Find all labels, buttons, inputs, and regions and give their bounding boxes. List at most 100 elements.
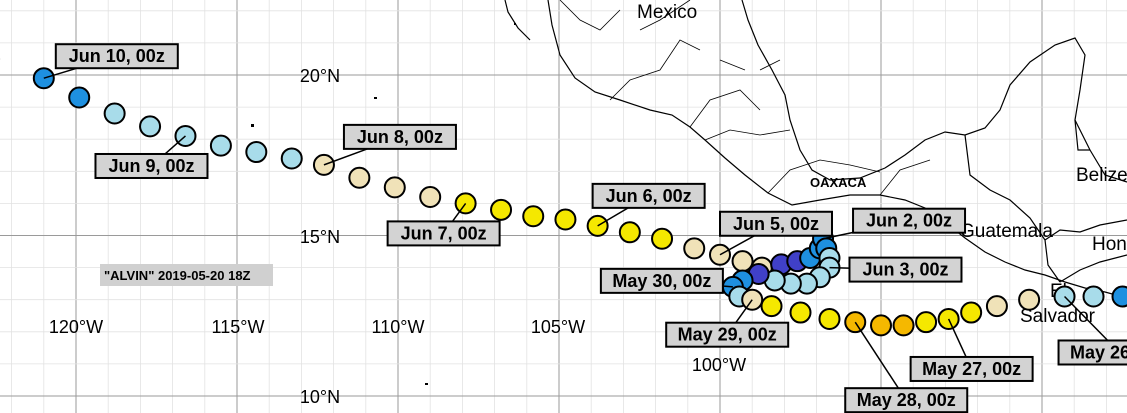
label-oaxaca: OAXACA	[810, 175, 867, 190]
label-el-salvador-line2: Salvador	[1020, 306, 1096, 327]
time-label-text: Jun 10, 00z	[69, 46, 165, 66]
track-point	[985, 295, 1008, 318]
time-label-text: Jun 7, 00z	[401, 223, 487, 243]
time-label-text: Jun 2, 00z	[866, 211, 952, 231]
track-point	[490, 198, 513, 221]
track-point	[280, 147, 303, 170]
time-label-box	[1057, 339, 1127, 366]
track-point	[1111, 285, 1127, 308]
time-label-box	[386, 220, 501, 247]
label-mexico: Mexico	[637, 2, 697, 23]
track-point	[683, 237, 706, 260]
time-label-text: Jun 3, 00z	[862, 260, 948, 280]
pacific-coastline	[547, 0, 1127, 299]
time-label: Jun 8, 00z	[342, 123, 457, 150]
time-label-box	[591, 182, 706, 209]
track-point	[522, 205, 545, 228]
storm-name-background	[100, 264, 273, 286]
storm-name-text: "ALVIN" 2019-05-20 18Z	[104, 268, 251, 283]
baja-coastline	[504, 0, 531, 41]
tiny-islands	[251, 23, 516, 385]
time-label: May 27, 00z	[909, 355, 1034, 382]
lat-tick-15n: 15°N	[300, 227, 340, 247]
time-label: May 26, 00z	[1057, 339, 1127, 366]
time-label: Jun 9, 00z	[94, 152, 209, 179]
place-labels: Mexico OAXACA Guatemala Belize Hon El Sa…	[637, 2, 1127, 327]
track-point	[209, 134, 232, 157]
track-point	[1018, 288, 1041, 311]
time-label-text: Jun 6, 00z	[606, 186, 692, 206]
time-label: Jun 5, 00z	[719, 210, 833, 237]
gulf-coastline	[741, 0, 1127, 183]
island-mark	[514, 23, 516, 25]
track-point	[103, 102, 126, 125]
time-label-box	[719, 210, 833, 237]
time-label-box	[844, 387, 969, 413]
time-label-box	[342, 123, 457, 150]
time-label-box	[94, 152, 209, 179]
coastline-and-borders	[504, 0, 1127, 299]
time-label-text: May 28, 00z	[857, 390, 956, 410]
lon-tick-115w: 115°W	[212, 317, 265, 337]
track-point	[709, 243, 731, 266]
lon-tick-105w: 105°W	[531, 317, 585, 337]
time-label-text: Jun 9, 00z	[108, 156, 194, 176]
time-label: May 29, 00z	[665, 321, 790, 348]
track-point	[915, 311, 938, 334]
track-point	[554, 208, 577, 231]
time-label: Jun 10, 00z	[54, 43, 179, 70]
island-mark	[251, 124, 254, 127]
time-label-text: Jun 8, 00z	[357, 127, 443, 147]
track-point	[1082, 285, 1105, 308]
time-label-text: Jun 5, 00z	[733, 214, 819, 234]
time-label: Jun 7, 00z	[386, 220, 501, 247]
track-point	[760, 295, 783, 318]
time-labels: Jun 10, 00z Jun 9, 00z Jun 8, 00z Jun 7, 00…	[54, 43, 1127, 413]
time-label-text: May 30, 00z	[612, 271, 711, 291]
track-point	[245, 141, 268, 164]
label-belize: Belize	[1076, 165, 1127, 186]
lon-tick-110w: 110°W	[372, 317, 425, 337]
label-honduras: Hon	[1092, 234, 1127, 255]
lat-tick-20n: 20°N	[300, 66, 340, 86]
time-label-box	[852, 207, 967, 234]
time-label: Jun 6, 00z	[591, 182, 706, 209]
time-label-box	[54, 43, 179, 70]
time-label: Jun 3, 00z	[848, 256, 963, 283]
track-point	[870, 314, 892, 337]
time-label: May 28, 00z	[844, 387, 969, 413]
time-label-text: May 27, 00z	[922, 359, 1021, 379]
track-point	[789, 301, 812, 324]
track-point	[139, 115, 162, 138]
time-label-text: May 29, 00z	[678, 325, 777, 345]
lon-tick-100w: 100°W	[692, 355, 746, 375]
track-point	[419, 185, 442, 208]
track-point	[618, 221, 641, 244]
time-label: May 30, 00z	[599, 267, 724, 294]
track-point	[68, 86, 91, 109]
label-guatemala: Guatemala	[960, 221, 1053, 242]
time-label-box	[848, 256, 963, 283]
time-label: Jun 2, 00z	[852, 207, 967, 234]
state-borders	[559, 0, 931, 196]
track-point	[960, 301, 983, 324]
island-mark	[374, 97, 377, 99]
country-borders	[964, 119, 1127, 283]
time-label-box	[665, 321, 790, 348]
track-point	[651, 227, 674, 250]
track-point	[348, 166, 371, 189]
time-label-box	[599, 267, 724, 294]
lon-tick-120w: 120°W	[49, 317, 103, 337]
time-label-text: May 26, 00z	[1070, 342, 1127, 362]
track-point	[818, 307, 841, 330]
axis-tick-labels: 120°W 115°W 110°W 105°W 100°W 20°N 15°N …	[49, 66, 746, 407]
island-mark	[425, 383, 428, 385]
track-point	[892, 314, 915, 337]
track-points	[0, 57, 1127, 337]
lat-tick-10n: 10°N	[300, 387, 340, 407]
storm-name-label: "ALVIN" 2019-05-20 18Z	[100, 264, 273, 286]
track-point	[383, 176, 406, 199]
time-label-box	[909, 355, 1034, 382]
